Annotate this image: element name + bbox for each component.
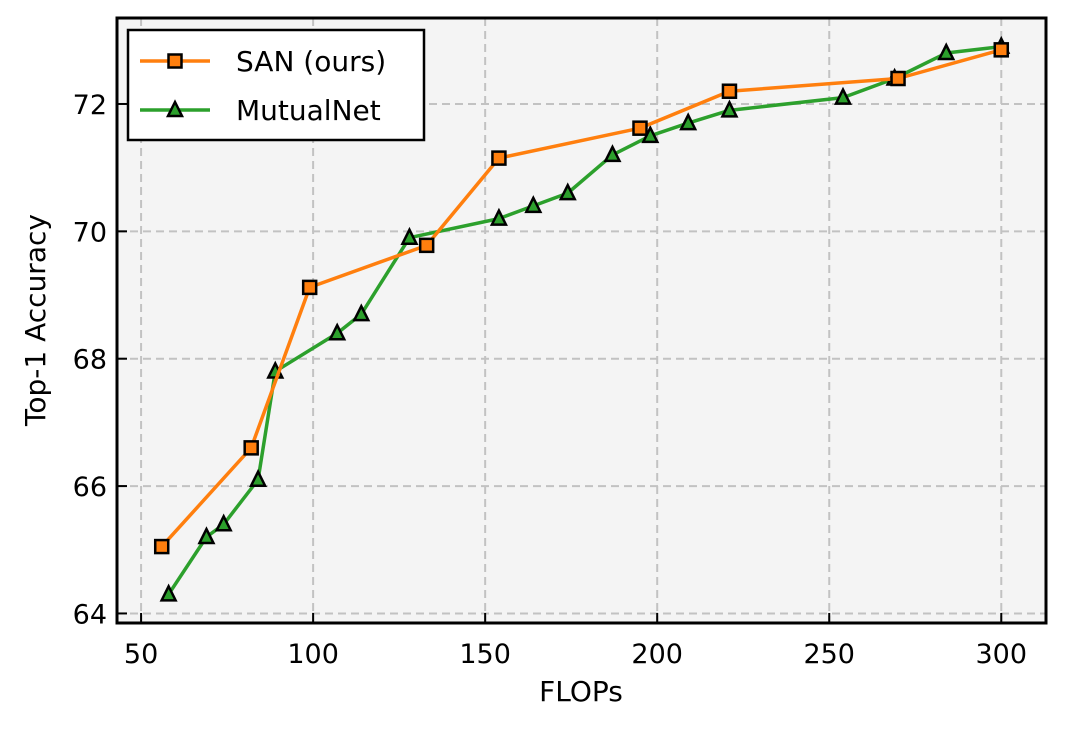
x-tick-label: 250	[803, 639, 855, 670]
data-point	[993, 42, 1010, 58]
data-point	[720, 99, 739, 118]
x-tick-label: 300	[975, 639, 1027, 670]
plot-frame	[115, 16, 1048, 625]
data-point	[489, 207, 508, 226]
data-point	[328, 322, 347, 341]
legend-marker	[165, 99, 185, 118]
data-point	[243, 440, 259, 456]
series-mutualnet	[159, 35, 1011, 602]
data-point	[558, 182, 577, 201]
x-tick-label: 100	[287, 639, 339, 670]
data-point	[249, 468, 268, 487]
data-point	[833, 86, 853, 105]
legend-label: SAN (ours)	[236, 45, 386, 78]
grid	[117, 18, 1046, 623]
data-point	[153, 538, 170, 555]
data-point	[937, 42, 956, 61]
legend-marker	[167, 53, 183, 69]
series-layer	[153, 35, 1011, 602]
y-tick-label: 72	[73, 90, 107, 121]
x-axis-label: FLOPs	[539, 675, 623, 708]
y-tick-label: 70	[73, 217, 107, 248]
data-point	[890, 70, 906, 87]
data-point	[524, 195, 543, 214]
data-point	[679, 112, 698, 131]
data-point	[214, 513, 233, 532]
y-tick-label: 66	[73, 472, 107, 503]
y-tick-label: 68	[73, 345, 107, 376]
legend: SAN (ours) MutualNet	[126, 28, 426, 142]
data-point	[418, 237, 435, 254]
data-point	[491, 150, 507, 166]
data-point	[352, 303, 371, 322]
y-axis-label: Top-1 Accuracy	[19, 214, 52, 427]
series-san-ours	[153, 42, 1010, 555]
y-tick-label: 64	[73, 599, 107, 630]
data-point	[197, 526, 216, 545]
data-point	[301, 279, 318, 296]
data-point	[400, 226, 419, 245]
data-point	[721, 83, 738, 99]
data-point	[632, 120, 648, 136]
legend-label: MutualNet	[236, 94, 381, 127]
data-point	[603, 144, 622, 163]
legend-box	[126, 28, 426, 142]
ticks: 50 100 150 200 250 300 64 66 68 70 72	[73, 90, 1027, 670]
x-tick-label: 50	[124, 639, 158, 670]
x-tick-label: 150	[459, 639, 511, 670]
data-point	[159, 583, 178, 602]
x-tick-label: 200	[631, 639, 683, 670]
